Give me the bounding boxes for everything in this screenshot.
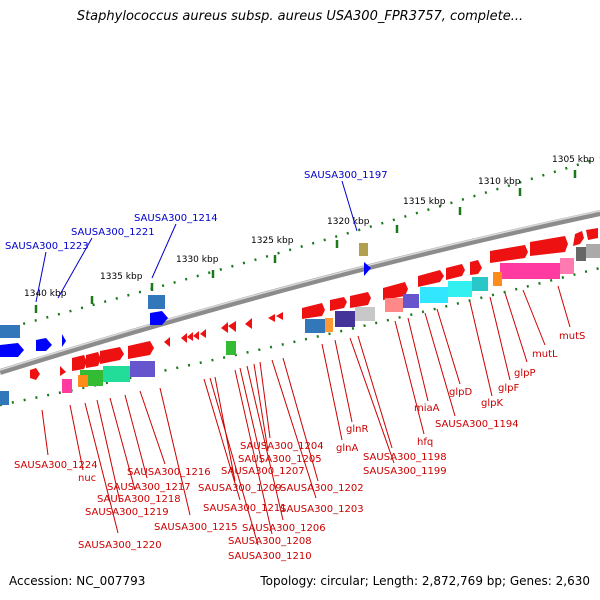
genome-backbone: [0, 210, 600, 375]
scale-label-1340: 1340 kbp: [24, 289, 67, 299]
reverse-band-right: [305, 244, 600, 333]
label-hfq[interactable]: hfq: [417, 437, 433, 448]
label-sausa300-1214[interactable]: SAUSA300_1214: [134, 213, 218, 224]
gene-arrow: [60, 366, 66, 376]
label-nuc[interactable]: nuc: [78, 473, 96, 484]
label-sausa300-1206[interactable]: SAUSA300_1206: [242, 523, 326, 534]
label-sausa300-1219[interactable]: SAUSA300_1219: [85, 507, 169, 518]
topology-text: Topology: circular; Length: 2,872,769 bp…: [260, 574, 590, 588]
scale-label-1330: 1330 kbp: [176, 255, 219, 265]
label-sausa300-1211[interactable]: SAUSA300_1211: [203, 503, 287, 514]
label-miaa[interactable]: miaA: [414, 403, 440, 414]
forward-genes: [302, 228, 598, 319]
label-sausa300-1198[interactable]: SAUSA300_1198: [363, 452, 447, 463]
gene-arrow: [30, 368, 40, 380]
label-sausa300-1199[interactable]: SAUSA300_1199: [363, 466, 447, 477]
label-muts[interactable]: mutS: [559, 331, 585, 342]
map-title: Staphylococcus aureus subsp. aureus USA3…: [76, 9, 524, 24]
label-sausa300-1223[interactable]: SAUSA300_1223: [5, 241, 89, 252]
label-sausa300-1209[interactable]: SAUSA300_1209: [198, 483, 282, 494]
left-forward-genes: [72, 341, 154, 371]
scale-label-1335: 1335 kbp: [100, 272, 143, 282]
reverse-band-left: [62, 361, 155, 393]
genome-backbone-highlight: [0, 210, 600, 371]
label-glna[interactable]: glnA: [336, 443, 358, 454]
label-sausa300-1217[interactable]: SAUSA300_1217: [107, 482, 191, 493]
gene-arrow: [470, 260, 482, 275]
accession-text: Accession: NC_007793: [9, 574, 146, 588]
label-sausa300-1202[interactable]: SAUSA300_1202: [280, 483, 364, 494]
red-labels: mutS mutL glpP glpF glpK glpD miaA hfq S…: [14, 331, 585, 562]
gene-arrow: [446, 264, 465, 280]
label-sausa300-1221[interactable]: SAUSA300_1221: [71, 227, 155, 238]
left-blue-genes: [0, 295, 168, 405]
label-mutl[interactable]: mutL: [532, 349, 558, 360]
gene-arrow: [586, 228, 598, 240]
label-glpf[interactable]: glpF: [498, 383, 519, 394]
reverse-small-arrows: [164, 312, 283, 347]
blue-gene-arrow: [364, 262, 371, 276]
gene-arrow: [530, 236, 568, 256]
blue-leader-lines: [35, 180, 358, 303]
label-glnr[interactable]: glnR: [346, 424, 368, 435]
gene-arrow: [418, 270, 444, 287]
label-glpd[interactable]: glpD: [449, 387, 472, 398]
scale-label-1325: 1325 kbp: [251, 236, 294, 246]
gene-arrow: [350, 292, 371, 308]
label-sausa300-1207[interactable]: SAUSA300_1207: [221, 466, 305, 477]
gene-arrow: [302, 303, 325, 319]
gene-arrow: [383, 282, 408, 300]
kbp-major-ticks: [34, 170, 577, 313]
gene-arrow: [573, 231, 584, 246]
label-sausa300-1205[interactable]: SAUSA300_1205: [238, 454, 322, 465]
label-sausa300-1203[interactable]: SAUSA300_1203: [280, 504, 364, 515]
label-glpk[interactable]: glpK: [481, 398, 503, 409]
label-sausa300-1208[interactable]: SAUSA300_1208: [228, 536, 312, 547]
scale-label-1315: 1315 kbp: [403, 197, 446, 207]
label-sausa300-1197[interactable]: SAUSA300_1197: [304, 170, 388, 181]
gene-block: [359, 243, 368, 256]
label-sausa300-1194[interactable]: SAUSA300_1194: [435, 419, 519, 430]
red-leader-lines: [41, 285, 571, 546]
label-sausa300-1210[interactable]: SAUSA300_1210: [228, 551, 312, 562]
label-sausa300-1218[interactable]: SAUSA300_1218: [97, 494, 181, 505]
label-sausa300-1215[interactable]: SAUSA300_1215: [154, 522, 238, 533]
gene-block: [226, 341, 236, 355]
label-sausa300-1224[interactable]: SAUSA300_1224: [14, 460, 98, 471]
label-sausa300-1204[interactable]: SAUSA300_1204: [240, 441, 324, 452]
gene-arrow: [330, 297, 347, 311]
label-sausa300-1220[interactable]: SAUSA300_1220: [78, 540, 162, 551]
label-glpp[interactable]: glpP: [514, 368, 536, 379]
scale-label-1305: 1305 kbp: [552, 155, 595, 165]
scale-label-1320: 1320 kbp: [327, 217, 370, 227]
scale-label-1310: 1310 kbp: [478, 177, 521, 187]
gene-arrow: [490, 245, 528, 263]
label-sausa300-1216[interactable]: SAUSA300_1216: [127, 467, 211, 478]
